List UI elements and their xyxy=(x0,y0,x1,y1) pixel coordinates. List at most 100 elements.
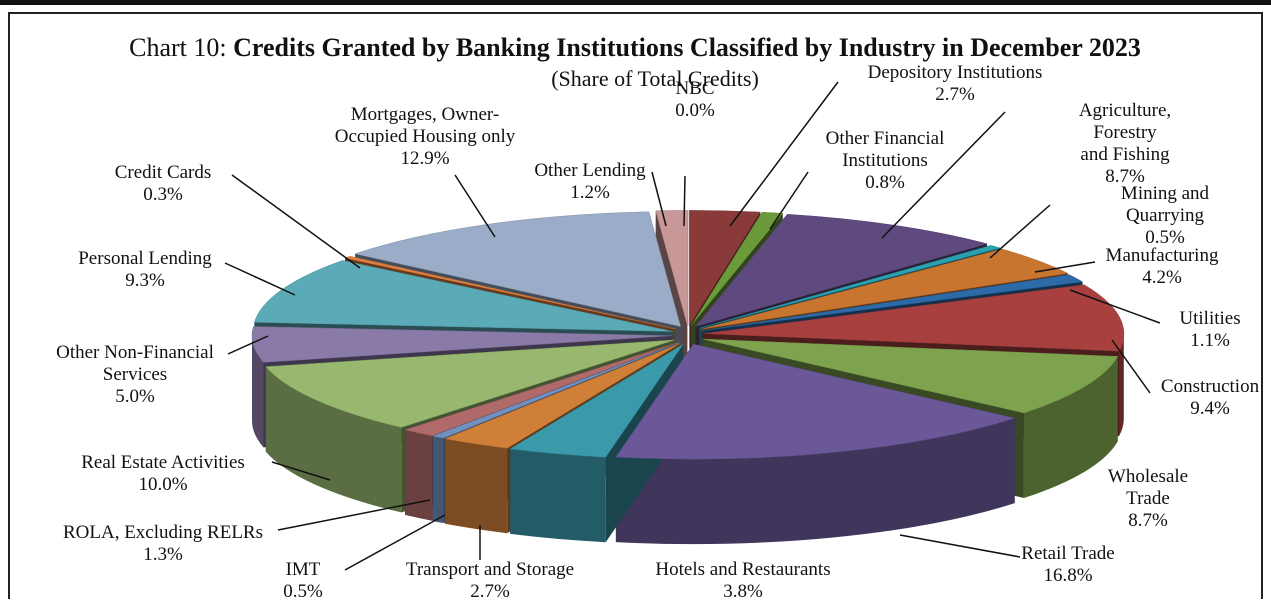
category-label: Wholesale Trade xyxy=(1107,466,1189,509)
slice-side xyxy=(445,438,508,534)
slice-label: Credit Cards 0.3% xyxy=(115,162,212,206)
slice-label: Other Non-Financial Services 5.0% xyxy=(56,342,214,408)
value-label: 0.8% xyxy=(865,172,905,193)
title-main: Credits Granted by Banking Institutions … xyxy=(233,33,1141,62)
slice-label: Real Estate Activities 10.0% xyxy=(81,452,245,496)
leader-line xyxy=(683,175,686,227)
category-label: Mining and Quarrying xyxy=(1120,183,1210,226)
slice-label: Depository Institutions 2.7% xyxy=(868,62,1043,106)
slice-label: Utilities 1.1% xyxy=(1179,308,1240,352)
value-label: 0.5% xyxy=(283,581,323,602)
leader-line xyxy=(881,111,1006,239)
slice-side xyxy=(265,366,402,513)
slice-side xyxy=(405,429,433,521)
category-label: Mortgages, Owner- Occupied Housing only xyxy=(334,104,516,147)
title-prefix: Chart 10: xyxy=(129,33,227,62)
slice-side xyxy=(615,418,1015,545)
slice xyxy=(265,339,675,428)
slice-label: Manufacturing 4.2% xyxy=(1106,245,1219,289)
leader-line xyxy=(989,204,1051,259)
value-label: 0.5% xyxy=(1145,227,1185,248)
slice xyxy=(690,211,784,326)
category-label: Depository Institutions xyxy=(867,62,1043,83)
leader-line xyxy=(1034,261,1096,273)
slice-side xyxy=(252,335,264,448)
leader-line xyxy=(344,514,446,571)
leader-line xyxy=(1069,289,1161,324)
slice-label: Transport and Storage 2.7% xyxy=(406,559,574,603)
slice xyxy=(700,248,1069,330)
leader-line xyxy=(231,174,361,269)
leader-line xyxy=(271,461,331,481)
leader-line xyxy=(769,171,809,230)
slice xyxy=(702,274,1084,331)
leader-line xyxy=(651,171,667,227)
slice-label: Hotels and Restaurants 3.8% xyxy=(655,559,830,603)
category-label: Manufacturing xyxy=(1105,245,1219,266)
category-label: Other Lending xyxy=(534,160,646,181)
category-label: Construction xyxy=(1160,376,1260,397)
slice-label: NBC 0.0% xyxy=(675,78,715,122)
value-label: 0.0% xyxy=(675,100,715,121)
chart-subtitle: (Share of Total Credits) xyxy=(551,66,759,91)
value-label: 2.7% xyxy=(935,84,975,105)
leader-line xyxy=(729,81,839,227)
leader-line xyxy=(227,335,269,355)
leader-line xyxy=(277,499,431,531)
slice-side xyxy=(1119,333,1124,437)
value-label: 10.0% xyxy=(138,474,188,495)
slice-label: Construction 9.4% xyxy=(1161,376,1259,420)
value-label: 5.0% xyxy=(115,386,155,407)
leader-line xyxy=(899,534,1021,558)
slice-label: Other Lending 1.2% xyxy=(534,160,645,204)
slice xyxy=(444,343,681,449)
value-label: 16.8% xyxy=(1043,565,1093,586)
slice-label: ROLA, Excluding RELRs 1.3% xyxy=(63,522,263,566)
value-label: 8.7% xyxy=(1105,166,1145,187)
value-label: 3.8% xyxy=(723,581,763,602)
slice xyxy=(251,326,673,363)
slice-label: IMT 0.5% xyxy=(283,559,323,603)
slice-label: Personal Lending 9.3% xyxy=(78,248,212,292)
slice-label: Mortgages, Owner- Occupied Housing only 1… xyxy=(335,104,515,170)
slice xyxy=(615,343,1016,460)
value-label: 0.3% xyxy=(143,184,183,205)
value-label: 1.2% xyxy=(570,182,610,203)
slice xyxy=(655,210,688,326)
category-label: Agriculture, Forestry and Fishing xyxy=(1078,100,1172,165)
slice xyxy=(703,284,1125,352)
leader-line xyxy=(224,262,296,296)
value-label: 2.7% xyxy=(470,581,510,602)
category-label: Real Estate Activities xyxy=(81,452,245,473)
category-label: NBC xyxy=(675,78,715,99)
slice-label: Agriculture, Forestry and Fishing 8.7% xyxy=(1052,100,1198,188)
leader-line xyxy=(454,174,496,238)
category-label: ROLA, Excluding RELRs xyxy=(62,522,264,543)
slice-side xyxy=(432,436,444,524)
slice-label: Other Financial Institutions 0.8% xyxy=(826,128,945,194)
slice-label: Retail Trade 16.8% xyxy=(1021,543,1114,587)
category-label: IMT xyxy=(285,559,321,580)
value-label: 1.3% xyxy=(143,544,183,565)
value-label: 9.4% xyxy=(1190,398,1230,419)
slice xyxy=(509,343,684,458)
slice xyxy=(404,342,679,437)
slice-tops xyxy=(251,210,1125,460)
category-label: Hotels and Restaurants xyxy=(655,559,831,580)
chart-title: Chart 10: Credits Granted by Banking Ins… xyxy=(129,33,1141,62)
value-label: 1.1% xyxy=(1190,330,1230,351)
category-label: Retail Trade xyxy=(1021,543,1115,564)
category-label: Transport and Storage xyxy=(405,559,575,580)
top-bar xyxy=(0,0,1271,5)
value-label: 8.7% xyxy=(1128,510,1168,531)
value-label: 4.2% xyxy=(1142,267,1182,288)
slice xyxy=(689,210,761,327)
slice-side xyxy=(1023,356,1118,498)
slice xyxy=(702,338,1119,414)
category-label: Personal Lending xyxy=(78,248,212,269)
category-label: Other Financial Institutions xyxy=(825,128,945,171)
category-label: Utilities xyxy=(1179,308,1241,329)
value-label: 9.3% xyxy=(125,270,165,291)
category-label: Other Non-Financial Services xyxy=(56,342,214,385)
